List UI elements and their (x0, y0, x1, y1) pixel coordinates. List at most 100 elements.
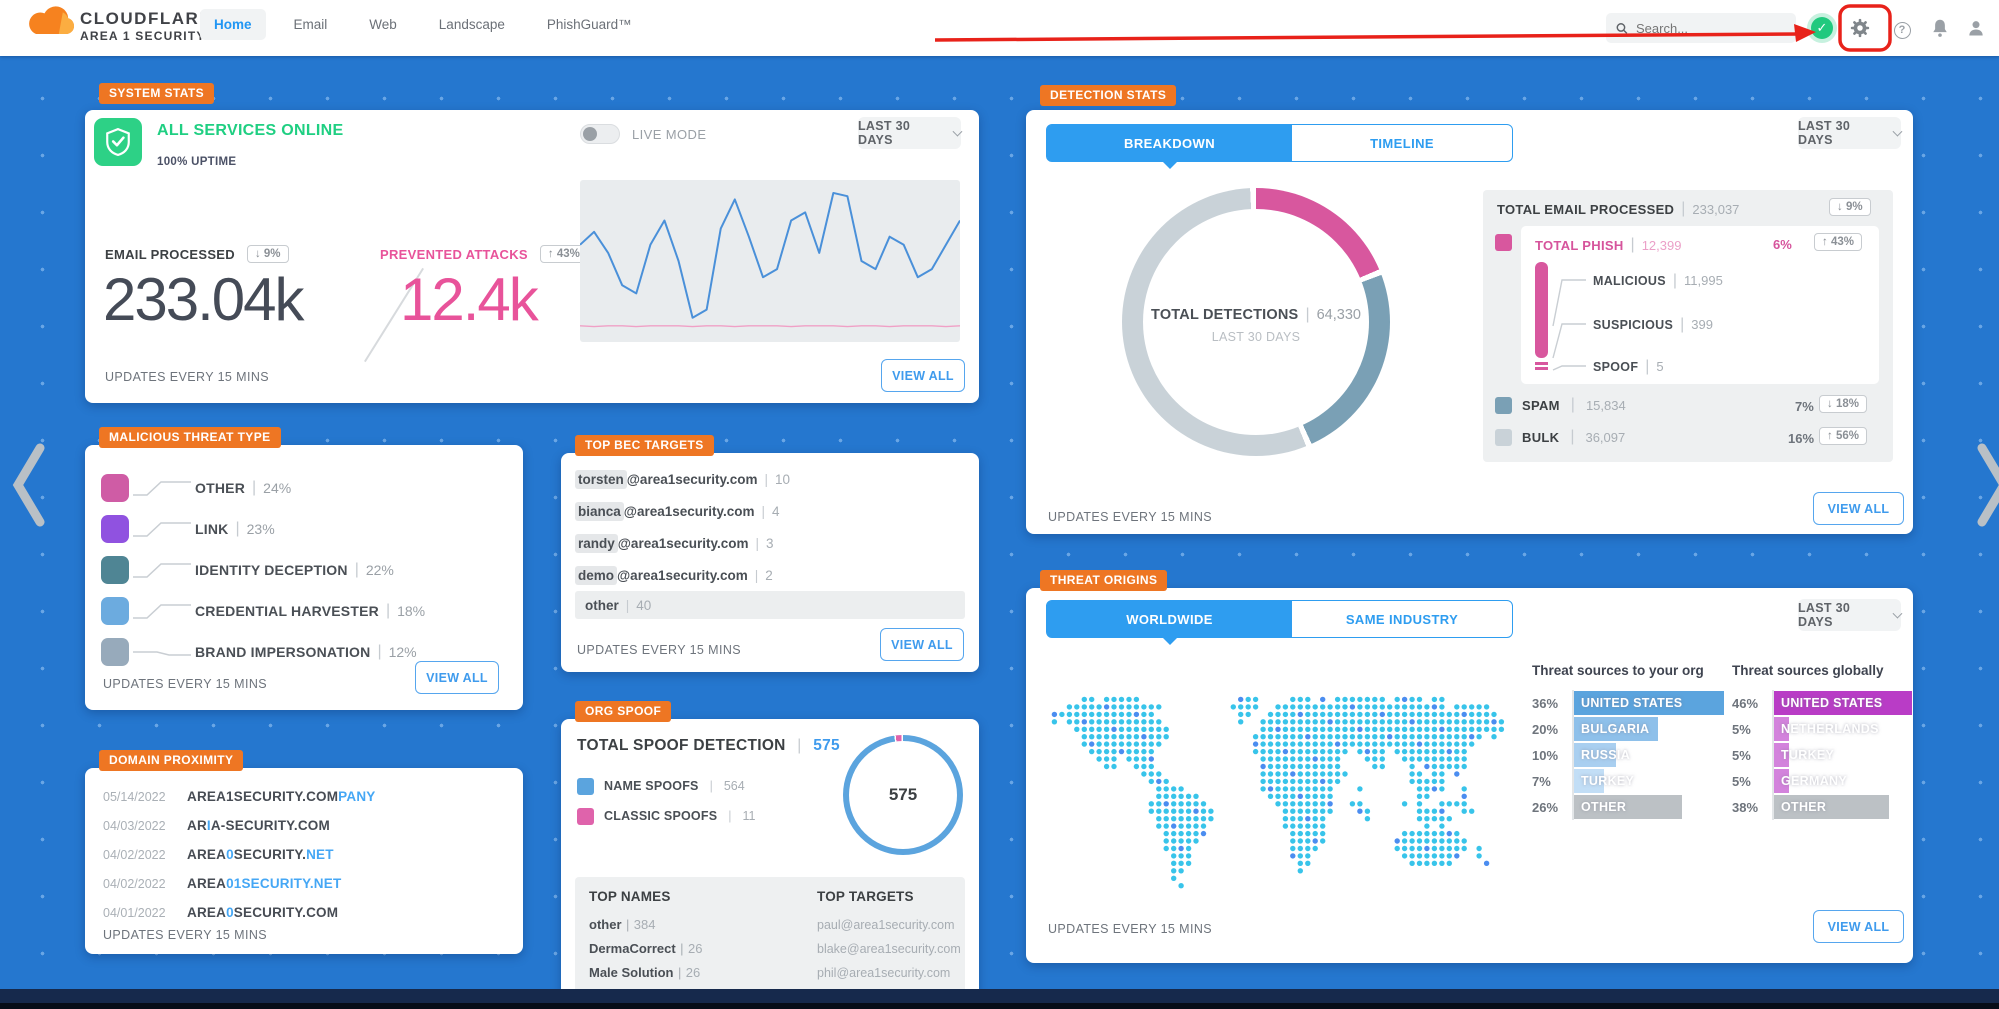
detection-view-all-button[interactable]: VIEW ALL (1813, 492, 1904, 525)
bar-row: 5% TURKEY (1732, 742, 1912, 768)
phish-swatch (1495, 234, 1512, 251)
detection-stats-card: BREAKDOWN TIMELINE LAST 30 DAYS TOTAL DE… (1026, 110, 1913, 534)
bar-row: 20% BULGARIA (1532, 716, 1724, 742)
cloudflare-logo[interactable] (24, 6, 76, 45)
top-targets-header: TOP TARGETS (817, 889, 914, 904)
bar-track: RUSSIA (1572, 742, 1724, 768)
brand-line2: AREA 1 SECURITY (80, 29, 206, 43)
global-sources-bars: 46% UNITED STATES 5% NETHERLANDS 5% TURK… (1732, 690, 1912, 820)
threat-type-label: LINK (195, 520, 229, 537)
threat-type-label: OTHER (195, 479, 245, 496)
threat-type-legend: OTHER | 24% LINK | 23% IDENTITY DECEPTIO… (101, 467, 501, 672)
domain-segment: 01SECURITY.NET (226, 876, 342, 891)
search-input[interactable] (1636, 20, 1786, 36)
spam-label: SPAM (1522, 397, 1560, 413)
system-stats-view-all-button[interactable]: VIEW ALL (881, 359, 965, 392)
separator: | (797, 737, 802, 754)
shield-check-icon (106, 128, 130, 156)
nav-item-web[interactable]: Web (369, 17, 397, 32)
help-icon: ? (1893, 21, 1911, 39)
pager-next-chevron[interactable] (1972, 440, 1999, 530)
threat-origins-view-all-button[interactable]: VIEW ALL (1813, 910, 1904, 943)
account-button[interactable] (1964, 16, 1988, 40)
threat-type-view-all-button[interactable]: VIEW ALL (415, 661, 499, 694)
separator: | (764, 471, 769, 487)
pager-prev-chevron[interactable] (6, 440, 50, 530)
domain-segment: 0 (226, 905, 234, 920)
legend-connector-line (133, 562, 191, 578)
bar-fill: RUSSIA (1574, 743, 1630, 767)
live-mode-toggle[interactable] (580, 124, 620, 144)
bar-row: 36% UNITED STATES (1532, 690, 1724, 716)
bar-row: 7% TURKEY (1532, 768, 1724, 794)
separator: | (755, 535, 760, 551)
detection-range-dropdown[interactable]: LAST 30 DAYS (1798, 117, 1903, 149)
help-button[interactable]: ? (1890, 18, 1914, 42)
org-spoof-tag: ORG SPOOF (575, 701, 672, 722)
bec-domain: @area1security.com (617, 567, 748, 583)
email-series-line (580, 193, 960, 318)
separator: | (1630, 236, 1635, 253)
bec-domain: @area1security.com (626, 471, 758, 487)
detection-breakdown-panel: TOTAL EMAIL PROCESSED | 233,037 ↓ 9% TOT… (1483, 190, 1893, 462)
tab-breakdown[interactable]: BREAKDOWN (1047, 125, 1293, 169)
bar-row: 5% GERMANY (1732, 768, 1912, 794)
system-range-dropdown[interactable]: LAST 30 DAYS (858, 117, 963, 149)
main-nav: Home Email Web Landscape PhishGuard™ (200, 9, 646, 40)
domain-segment: AREA1SECURITY.COM (187, 789, 339, 804)
separator: | (1672, 272, 1677, 289)
bec-row: demo @area1security.com | 2 (575, 559, 965, 591)
separator: | (385, 601, 391, 619)
threat-type-pct: 18% (397, 602, 426, 619)
nav-item-home[interactable]: Home (200, 9, 266, 40)
donut-hole (1143, 209, 1369, 435)
live-mode-control: LIVE MODE (580, 124, 706, 144)
system-stats-card: ALL SERVICES ONLINE 100% UPTIME LIVE MOD… (85, 110, 979, 403)
nav-item-phishguard[interactable]: PhishGuard™ (546, 17, 632, 32)
legend-label: NAME SPOOFS (604, 779, 699, 793)
separator: | (625, 917, 630, 932)
bec-domain: @area1security.com (617, 535, 749, 551)
bar-label: OTHER (1781, 800, 1827, 814)
threat-type-pct: 22% (365, 561, 394, 578)
nav-item-email[interactable]: Email (293, 17, 328, 32)
top-name-count: 384 (633, 917, 656, 932)
top-name: DermaCorrect (589, 941, 676, 956)
range-label: LAST 30 DAYS (1798, 601, 1851, 629)
brand-line1: CLOUDFLARE (80, 9, 213, 28)
spam-row: SPAM | 15,834 (1495, 396, 1626, 414)
tab-same-industry[interactable]: SAME INDUSTRY (1345, 611, 1459, 627)
bar-track: NETHERLANDS (1772, 716, 1912, 742)
threat-type-label: IDENTITY DECEPTION (195, 561, 348, 578)
world-dot-map (1051, 696, 1505, 889)
domain-segment: AREA (187, 847, 227, 862)
protection-status-icon[interactable]: ✓ (1810, 16, 1834, 40)
verified-shield-icon: ✓ (1811, 17, 1833, 39)
donut-hole (849, 741, 957, 849)
brand-name: CLOUDFLARE AREA 1 SECURITY (80, 9, 212, 43)
spoof-value: 5 (1656, 359, 1664, 374)
bar-track: TURKEY (1572, 768, 1724, 794)
bec-view-all-button[interactable]: VIEW ALL (880, 628, 964, 661)
bec-other-label: other (585, 597, 619, 613)
top-name-count: 26 (688, 941, 703, 956)
live-mode-label: LIVE MODE (632, 126, 707, 142)
global-sources-title: Threat sources globally (1732, 663, 1884, 678)
spoof-label: SPOOF (1593, 360, 1639, 374)
threat-origins-range-dropdown[interactable]: LAST 30 DAYS (1798, 599, 1903, 631)
prevented-attacks-label: PREVENTED ATTACKS (380, 246, 528, 262)
top-name-row: Male Solution | 26 (589, 961, 702, 985)
settings-button[interactable] (1848, 16, 1872, 40)
domain-row: 05/14/2022 AREA1SECURITY.COMPANY (103, 782, 503, 811)
search-box[interactable] (1606, 13, 1796, 43)
top-names-header: TOP NAMES (589, 889, 671, 904)
bec-row: randy @area1security.com | 3 (575, 527, 965, 559)
tab-worldwide[interactable]: WORLDWIDE (1047, 601, 1293, 645)
top-name-row: DermaCorrect | 26 (589, 937, 702, 961)
threat-type-row: IDENTITY DECEPTION | 22% (101, 549, 501, 590)
notifications-button[interactable] (1928, 16, 1952, 40)
tab-timeline[interactable]: TIMELINE (1370, 135, 1434, 151)
nav-item-landscape[interactable]: Landscape (438, 17, 505, 32)
org-sources-bars: 36% UNITED STATES 20% BULGARIA 10% RUSSI… (1532, 690, 1724, 820)
bar-row: 26% OTHER (1532, 794, 1724, 820)
